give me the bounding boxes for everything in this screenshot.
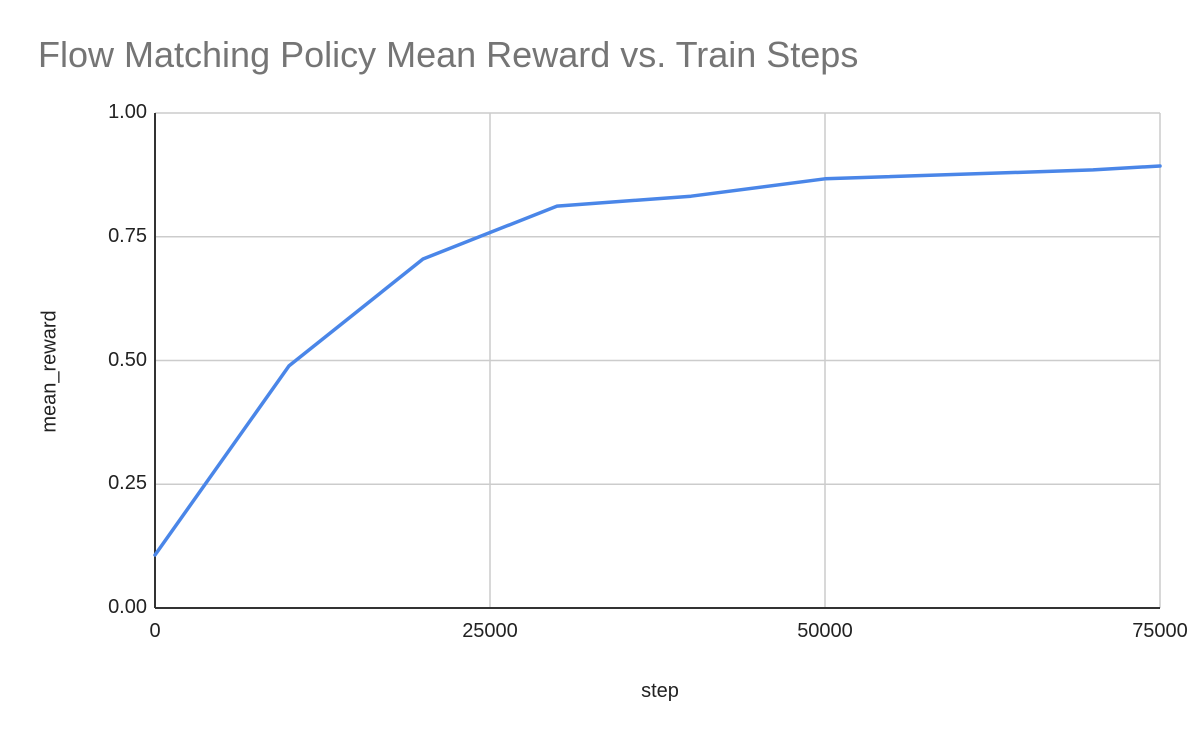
x-tick-label: 75000 xyxy=(1132,620,1188,642)
y-axis-label: mean_reward xyxy=(38,310,61,433)
series-line-mean-reward xyxy=(153,164,1162,557)
y-tick-label: 0.00 xyxy=(108,596,147,618)
x-tick-label: 50000 xyxy=(797,620,853,642)
y-tick-label: 0.50 xyxy=(108,348,147,371)
gridlines xyxy=(155,112,1161,608)
x-tick-label: 25000 xyxy=(462,620,518,642)
chart-title: Flow Matching Policy Mean Reward vs. Tra… xyxy=(38,34,859,75)
x-tick-label: 0 xyxy=(149,620,161,642)
y-tick-label: 0.25 xyxy=(108,472,147,495)
x-axis-label: step xyxy=(641,680,679,702)
y-tick-label: 1.00 xyxy=(108,101,147,123)
axes xyxy=(154,113,1160,609)
y-tick-label: 0.75 xyxy=(108,224,147,247)
